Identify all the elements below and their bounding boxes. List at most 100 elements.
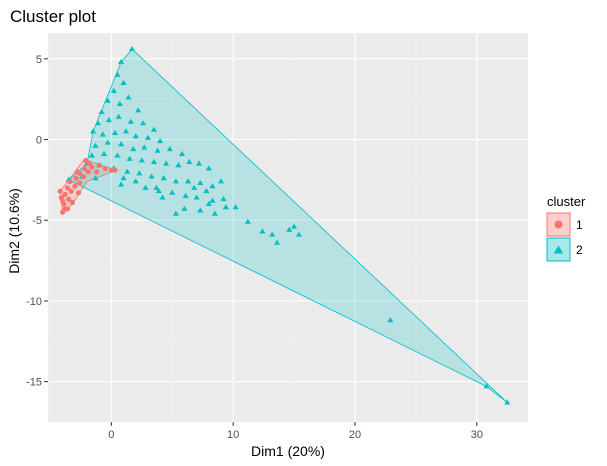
cluster-2-point <box>291 223 298 229</box>
cluster-2-point <box>222 204 229 210</box>
cluster-1-point <box>74 169 80 175</box>
cluster-2-point <box>94 120 101 126</box>
data-points <box>57 45 511 405</box>
x-axis-title: Dim1 (20%) <box>251 443 325 459</box>
cluster-2-point <box>111 129 119 135</box>
legend-symbol-1 <box>554 220 563 229</box>
cluster-2-point <box>244 218 251 224</box>
cluster-2-point <box>127 118 134 124</box>
cluster-2-point <box>118 58 125 64</box>
cluster-2-point <box>182 192 189 198</box>
cluster-2-point <box>144 134 151 140</box>
cluster-2-point <box>92 175 99 181</box>
x-tick-label: 30 <box>471 429 483 441</box>
cluster-1-point <box>89 164 95 170</box>
cluster-2-point <box>138 157 145 163</box>
cluster-2-point <box>181 205 188 211</box>
cluster-1-point <box>96 162 102 168</box>
y-tick-label: -15 <box>26 377 42 389</box>
cluster-2-point <box>148 173 155 179</box>
cluster-2-point <box>150 126 158 132</box>
cluster-1-point <box>57 188 63 194</box>
cluster-2-point <box>155 187 162 194</box>
cluster-1-point <box>83 157 89 164</box>
cluster-2-point <box>154 147 161 153</box>
cluster-2-point <box>209 197 216 203</box>
x-tick-label: 10 <box>227 429 239 441</box>
cluster-1-point <box>72 183 78 189</box>
cluster-2-point <box>150 158 158 165</box>
cluster-2-point <box>193 194 200 200</box>
y-tick-label: -5 <box>32 215 42 227</box>
cluster-1-point <box>66 196 72 202</box>
y-tick-label: -10 <box>26 296 42 308</box>
cluster-2-point <box>172 178 179 184</box>
cluster-2-point <box>126 155 133 161</box>
cluster-2-point <box>157 137 164 144</box>
cluster-1-point <box>73 175 79 181</box>
cluster-2-point <box>101 150 108 156</box>
cluster-2-point <box>232 204 239 210</box>
legend-title: cluster <box>547 194 586 209</box>
cluster-2-point <box>115 113 122 119</box>
cluster-2-point <box>205 200 212 207</box>
cluster-2-point <box>217 178 225 184</box>
cluster-2-point <box>160 175 167 181</box>
cluster-2-point <box>186 158 193 165</box>
cluster-2-point <box>269 231 276 237</box>
cluster-1-point <box>77 180 83 186</box>
cluster-2-point <box>120 175 127 181</box>
cluster-2-point <box>99 131 106 137</box>
cluster-2-point <box>114 71 121 77</box>
cluster-2-point <box>209 183 216 189</box>
y-axis-title: Dim2 (10.6%) <box>6 188 22 274</box>
cluster-2-point <box>504 399 511 405</box>
legend-label-1: 1 <box>576 218 583 232</box>
cluster-2-point <box>153 184 160 190</box>
x-tick-label: 20 <box>349 429 361 441</box>
cluster-2-point <box>130 146 137 152</box>
cluster-1-point <box>64 206 71 212</box>
cluster-2-point <box>211 210 218 216</box>
cluster-1-point <box>80 174 86 180</box>
cluster-2-point <box>104 97 111 103</box>
cluster-1-point <box>85 169 91 175</box>
cluster-1-hull <box>59 158 118 215</box>
cluster-2-point <box>92 142 99 148</box>
x-axis-ticks: 0 10 20 30 <box>108 422 483 441</box>
cluster-2-point <box>124 168 131 174</box>
y-tick-label: 5 <box>36 54 42 66</box>
cluster-2-point <box>129 45 136 52</box>
cluster-2-point <box>135 107 142 113</box>
cluster-2-point <box>141 144 148 150</box>
cluster-2-point <box>191 184 198 190</box>
cluster-2-point <box>132 133 139 139</box>
cluster-1-point <box>64 185 71 191</box>
cluster-2-point <box>142 184 149 190</box>
cluster-2-point <box>104 139 111 145</box>
cluster-1-point <box>81 165 88 172</box>
cluster-2-point <box>178 150 186 156</box>
cluster-2-point <box>118 141 125 147</box>
cluster-2-point <box>159 194 166 200</box>
cluster-2-point <box>273 239 281 245</box>
cluster-2-point <box>220 196 227 202</box>
cluster-1-point <box>112 167 118 173</box>
cluster-2-point <box>259 228 266 234</box>
cluster-1-point <box>94 169 100 175</box>
cluster-2-point <box>185 178 192 184</box>
cluster-2-point <box>110 87 117 94</box>
cluster-2-point <box>295 231 303 237</box>
x-tick-label: 0 <box>108 429 114 441</box>
cluster-2-point <box>197 207 204 213</box>
cluster-2-point <box>139 120 147 126</box>
cluster-2-point <box>125 94 132 100</box>
cluster-2-point <box>483 383 490 389</box>
cluster-1-point <box>67 178 73 185</box>
cluster-2-point <box>387 317 394 323</box>
cluster-2-point <box>136 170 143 176</box>
cluster-1-point <box>60 198 66 204</box>
legend-symbol-2 <box>553 245 564 254</box>
cluster-2-point <box>205 165 212 171</box>
